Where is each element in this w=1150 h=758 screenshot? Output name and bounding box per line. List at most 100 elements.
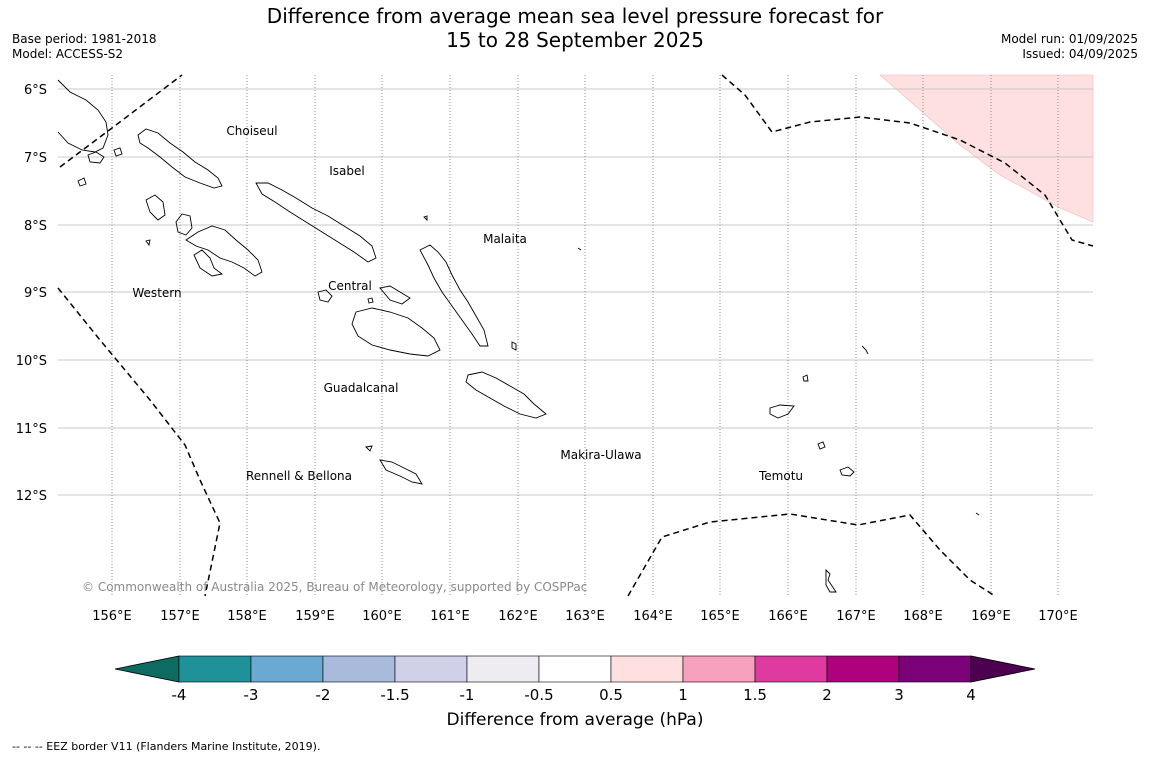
island-tikopia xyxy=(825,568,837,593)
model-run: Model run: 01/09/2025 xyxy=(1000,32,1138,46)
colorbar-tick-label: -4 xyxy=(172,686,187,704)
lon-label: 168°E xyxy=(903,609,943,624)
lon-label: 166°E xyxy=(768,609,808,624)
colorbar-segment xyxy=(178,655,252,683)
island-anuta xyxy=(975,512,980,516)
lon-label: 156°E xyxy=(92,609,132,624)
island-makira xyxy=(465,371,547,419)
colorbar-tick-label: 2 xyxy=(822,686,832,704)
region-label-malaita: Malaita xyxy=(483,232,527,246)
lon-label: 169°E xyxy=(971,609,1011,624)
colorbar-segment xyxy=(826,655,900,683)
model-name: Model: ACCESS-S2 xyxy=(12,47,124,61)
colorbar-segment xyxy=(538,655,612,683)
island-savo xyxy=(367,297,374,304)
pressure-anomaly-area xyxy=(879,74,1094,223)
island-rendova xyxy=(193,249,224,277)
colorbar-segment xyxy=(394,655,468,683)
region-label-rennell: Rennell & Bellona xyxy=(246,469,352,483)
region-label-makira: Makira-Ulawa xyxy=(560,448,641,462)
island-vanikoro xyxy=(839,466,855,477)
island-choiseul xyxy=(137,128,223,189)
island-small-west-1 xyxy=(87,151,105,164)
island-ndai xyxy=(423,215,428,222)
island-kolombangara xyxy=(175,213,193,236)
meta-left: Base period: 1981-2018 Model: ACCESS-S2 xyxy=(12,32,157,62)
lat-label: 10°S xyxy=(16,354,47,369)
meta-right: Model run: 01/09/2025 Issued: 04/09/2025 xyxy=(1001,32,1138,62)
lat-label: 7°S xyxy=(24,151,47,166)
colorbar-tick-label: -1.5 xyxy=(380,686,409,704)
colorbar-tick-label: 3 xyxy=(894,686,904,704)
island-rennell xyxy=(379,459,423,485)
lat-label: 11°S xyxy=(16,422,47,437)
copyright-notice: © Commonwealth of Australia 2025, Bureau… xyxy=(82,580,588,594)
colorbar xyxy=(114,655,1036,683)
lon-label: 167°E xyxy=(836,609,876,624)
region-label-isabel: Isabel xyxy=(329,164,364,178)
colorbar-title: Difference from average (hPa) xyxy=(446,710,704,730)
longitude-labels: 156°E 157°E 158°E 159°E 160°E 161°E 162°E 163°E… xyxy=(92,609,1078,624)
colorbar-tick-label: 0.5 xyxy=(599,686,623,704)
island-sikaiana xyxy=(577,247,582,251)
lon-label: 163°E xyxy=(565,609,605,624)
longitude-gridlines xyxy=(111,75,1059,596)
latitude-gridlines xyxy=(58,88,1093,496)
lat-label: 6°S xyxy=(24,83,47,98)
colorbar-segment xyxy=(466,655,540,683)
island-florida xyxy=(379,285,411,305)
region-label-western: Western xyxy=(132,286,181,300)
colorbar-segment xyxy=(250,655,324,683)
lon-label: 165°E xyxy=(700,609,740,624)
coastlines xyxy=(57,79,980,593)
island-vella xyxy=(145,194,166,221)
island-isabel xyxy=(255,182,377,263)
region-label-central: Central xyxy=(328,279,372,293)
colorbar-segment xyxy=(610,655,684,683)
colorbar-tick-label: -1 xyxy=(460,686,475,704)
island-treasury xyxy=(145,239,151,247)
colorbar-tick-label: 1.5 xyxy=(743,686,767,704)
base-period: Base period: 1981-2018 xyxy=(12,32,157,46)
island-utupua xyxy=(817,441,826,450)
colorbar-segment xyxy=(322,655,396,683)
lon-label: 164°E xyxy=(633,609,673,624)
issued-date: Issued: 04/09/2025 xyxy=(1022,47,1138,61)
island-duff xyxy=(802,374,809,382)
colorbar-tick-label: -3 xyxy=(244,686,259,704)
island-ontong xyxy=(861,345,869,355)
lon-label: 159°E xyxy=(295,609,335,624)
island-small-west-2 xyxy=(77,177,87,187)
colorbar-tick-labels: -4 -3 -2 -1.5 -1 -0.5 0.5 1 1.5 2 3 4 xyxy=(172,686,976,704)
colorbar-segment xyxy=(898,655,972,683)
colorbar-segment xyxy=(754,655,828,683)
map-title-line2: 15 to 28 September 2025 xyxy=(446,28,704,52)
eez-border-note: -- -- -- EEZ border V11 (Flanders Marine… xyxy=(12,740,321,753)
island-bellona xyxy=(365,445,373,452)
lon-label: 157°E xyxy=(160,609,200,624)
island-ndeni xyxy=(769,404,795,419)
colorbar-extend-low xyxy=(114,655,180,683)
lon-label: 161°E xyxy=(430,609,470,624)
island-malaita xyxy=(419,244,489,347)
lat-label: 8°S xyxy=(24,219,47,234)
colorbar-tick-label: -0.5 xyxy=(524,686,553,704)
latitude-labels: 6°S 7°S 8°S 9°S 10°S 11°S 12°S xyxy=(16,83,47,504)
lon-label: 160°E xyxy=(362,609,402,624)
island-russell xyxy=(317,289,333,303)
island-small-maramasike xyxy=(511,341,517,351)
colorbar-segment xyxy=(682,655,756,683)
lat-label: 9°S xyxy=(24,286,47,301)
region-label-temotu: Temotu xyxy=(758,469,803,483)
island-bougainville xyxy=(57,79,109,153)
region-label-guadalcanal: Guadalcanal xyxy=(324,381,399,395)
map-title-line1: Difference from average mean sea level p… xyxy=(266,4,884,28)
eez-borders xyxy=(57,74,1094,597)
lon-label: 162°E xyxy=(498,609,538,624)
region-labels: Choiseul Isabel Malaita Central Western Guada… xyxy=(132,124,803,483)
lon-label: 170°E xyxy=(1038,609,1078,624)
colorbar-tick-label: -2 xyxy=(316,686,331,704)
region-label-choiseul: Choiseul xyxy=(226,124,277,138)
colorbar-tick-label: 1 xyxy=(678,686,688,704)
